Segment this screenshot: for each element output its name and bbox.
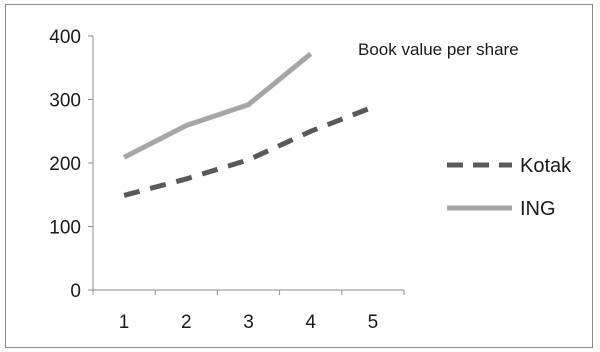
legend-label-ing: ING <box>520 198 556 220</box>
y-tick-label: 300 <box>49 91 81 112</box>
y-tick-label: 400 <box>49 27 81 48</box>
chart-title: Book value per share <box>358 40 519 59</box>
series-line-ing <box>122 51 313 160</box>
axes <box>92 36 404 291</box>
x-tick-label: 4 <box>305 312 316 333</box>
x-tick-label: 1 <box>119 312 130 333</box>
y-tick-label: 100 <box>49 218 81 239</box>
series-layer <box>122 51 374 198</box>
legend-label-kotak: Kotak <box>520 155 572 177</box>
y-ticks: 0 100 200 300 400 <box>49 27 93 302</box>
x-tick-label: 5 <box>368 312 379 333</box>
series-line-kotak <box>123 104 374 198</box>
x-tick-label: 2 <box>181 312 192 333</box>
legend: Kotak ING <box>447 155 572 220</box>
x-tick-label: 3 <box>243 312 254 333</box>
x-ticks: 1 2 3 4 5 <box>92 290 405 333</box>
y-tick-label: 200 <box>49 154 81 175</box>
y-tick-label: 0 <box>70 281 81 302</box>
